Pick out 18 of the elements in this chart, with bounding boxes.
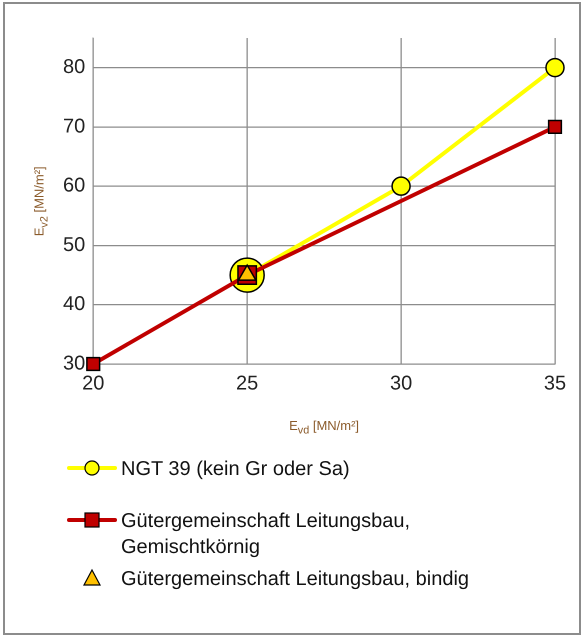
point: [86, 356, 100, 372]
point: [548, 120, 562, 134]
y-tick-label: 50: [62, 234, 86, 256]
y-tick-label: 70: [62, 115, 86, 138]
legend-label: Gütergemeinschaft Leitungsbau, bindig: [121, 567, 470, 592]
x-tick-label: 30: [390, 372, 412, 395]
y-tick-label: 80: [62, 56, 86, 78]
x-axis-title: E$_{vd}$ [MN/m²]: [289, 418, 360, 437]
y-tick-label: 30: [62, 352, 86, 375]
x-tick-label: 20: [82, 372, 104, 395]
y-tick-label: 60: [62, 174, 86, 197]
point: [391, 176, 411, 196]
y-tick-label: 40: [62, 293, 86, 316]
x-tick-label: 25: [236, 372, 258, 395]
x-tick-label: 35: [544, 372, 566, 395]
legend-label: Gütergemeinschaft Leitungsbau, Gemischtkörnig: [121, 509, 412, 560]
point: [545, 58, 565, 78]
legend-label: NGT 39 (kein Gr oder Sa): [121, 457, 350, 482]
